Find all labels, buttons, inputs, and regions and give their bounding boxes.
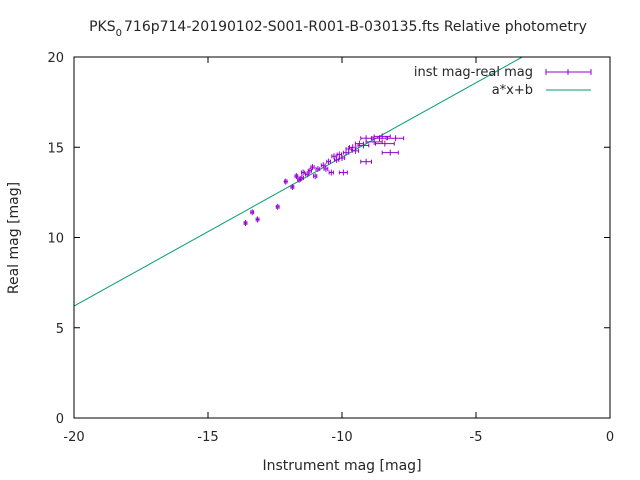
y-tick-label: 20 (47, 51, 64, 66)
data-point (326, 158, 331, 165)
legend: inst mag-real mag a*x+b (414, 65, 592, 98)
y-axis-label: Real mag [mag] (6, 182, 22, 294)
data-point (333, 156, 340, 163)
data-point (323, 165, 329, 172)
data-point (299, 174, 304, 181)
legend-label-fit: a*x+b (492, 83, 533, 98)
chart-title-prefix: PKS (89, 19, 116, 35)
x-tick-label: 0 (606, 430, 614, 445)
data-point (387, 135, 405, 142)
data-point (315, 165, 321, 172)
data-point (331, 153, 337, 160)
x-tick-label: -15 (197, 430, 218, 445)
data-point (375, 140, 395, 147)
data-point (320, 162, 326, 169)
data-point (381, 149, 399, 156)
data-point (250, 209, 255, 216)
data-point (313, 173, 318, 180)
legend-sample-points (545, 69, 592, 75)
y-tick-label: 10 (47, 232, 64, 247)
x-tick-label: -20 (63, 430, 84, 445)
data-point (338, 155, 346, 162)
axis-ticks: -20 -15 -10 -5 0 0 5 10 15 20 (47, 51, 614, 445)
data-points-layer (243, 133, 405, 227)
y-tick-label: 5 (56, 322, 64, 337)
data-point (328, 169, 334, 176)
x-tick-label: -5 (470, 430, 483, 445)
y-tick-label: 15 (47, 141, 64, 156)
x-axis-label: Instrument mag [mag] (262, 458, 421, 474)
data-point (243, 220, 248, 227)
chart-title-subscript: 0 (116, 28, 122, 39)
data-point (275, 203, 280, 210)
data-point (357, 142, 370, 149)
data-point (338, 169, 348, 176)
data-point (351, 147, 360, 154)
data-point (294, 173, 299, 180)
chart-title: PKS0 716p714-20190102-S001-R001-B-030135.… (89, 19, 587, 39)
data-point (283, 178, 288, 185)
data-point (349, 144, 357, 151)
data-point (290, 183, 295, 190)
y-tick-label: 0 (56, 412, 64, 427)
chart-title-rest: 716p714-20190102-S001-R001-B-030135.fts … (124, 19, 587, 35)
data-point (307, 167, 312, 174)
data-point (305, 171, 310, 178)
plot-frame (73, 56, 611, 419)
data-point (360, 158, 372, 165)
legend-label-points: inst mag-real mag (414, 65, 533, 80)
x-tick-label: -10 (331, 430, 352, 445)
data-point (301, 169, 306, 176)
data-point (255, 216, 260, 223)
data-point (310, 164, 315, 171)
